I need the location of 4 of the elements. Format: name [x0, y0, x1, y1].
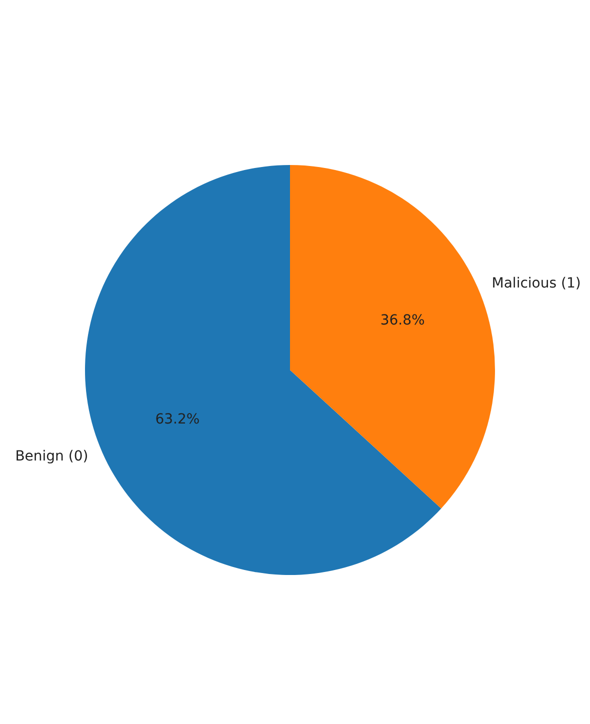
- slice-label: Benign (0): [15, 448, 88, 465]
- slice-label: Malicious (1): [492, 275, 581, 292]
- data-label: 63.2%: [155, 412, 200, 428]
- data-label: 36.8%: [380, 312, 425, 328]
